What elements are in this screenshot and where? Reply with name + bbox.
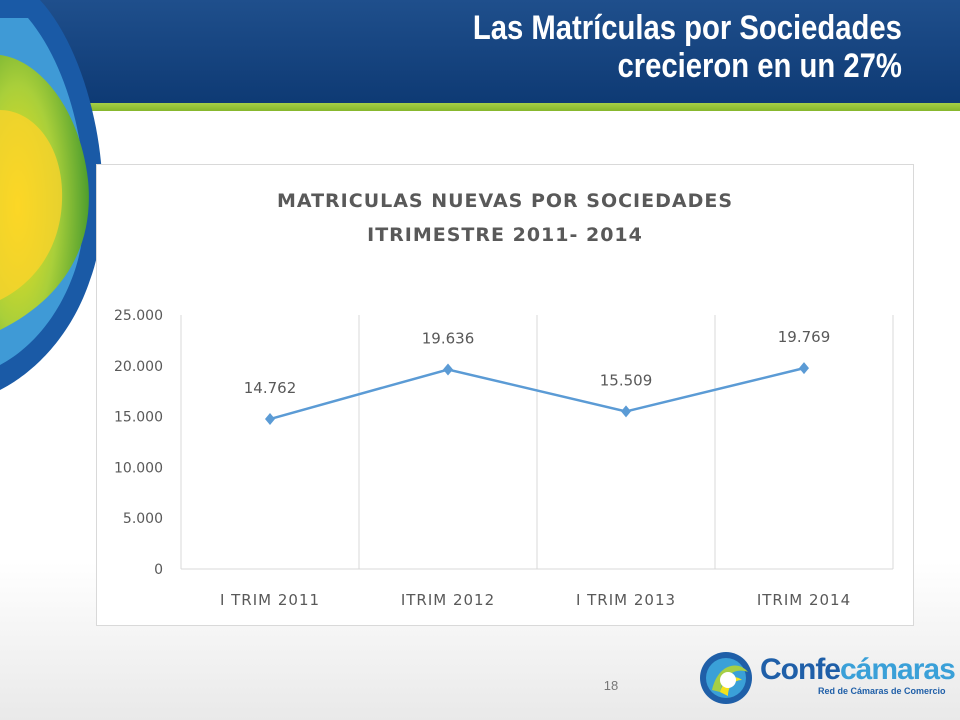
data-point-marker — [265, 413, 275, 426]
decorative-swoosh-icon — [0, 0, 103, 390]
slide-title: Las Matrículas por Sociedades crecieron … — [473, 9, 902, 85]
data-point-marker — [799, 362, 809, 375]
y-tick-label: 5.000 — [123, 511, 163, 527]
y-tick-label: 25.000 — [114, 308, 163, 324]
confecamaras-logo: Confecámaras Red de Cámaras de Comercio — [698, 648, 956, 708]
chart-gridlines — [180, 315, 894, 569]
logo-wordmark-part-1: Confe — [760, 653, 841, 686]
slide-title-line-2: crecieron en un 27% — [617, 47, 902, 85]
chart-title: MATRICULAS NUEVAS POR SOCIEDADES — [277, 190, 733, 212]
header-green-stripe — [0, 103, 960, 111]
data-label: 19.769 — [778, 328, 831, 346]
y-tick-label: 0 — [154, 562, 163, 578]
y-tick-label: 15.000 — [114, 410, 163, 426]
data-label: 19.636 — [422, 329, 475, 347]
chart-axes: 0 5.000 10.000 15.000 20.000 25.000 I TRIM 201… — [114, 308, 893, 609]
logo-wordmark-part-2: cámaras — [840, 653, 956, 686]
logo-mark-icon — [700, 652, 752, 704]
logo-wordmark: Confecámaras — [760, 653, 956, 686]
logo-subtitle: Red de Cámaras de Comercio — [818, 686, 946, 696]
header-bar — [0, 0, 960, 103]
x-category-label: I TRIM 2011 — [220, 591, 320, 609]
series-line — [269, 366, 805, 421]
page-number: 18 — [603, 678, 619, 693]
x-category-label: ITRIM 2012 — [401, 591, 495, 609]
chart-series: 14.762 19.636 15.509 19.769 — [244, 328, 831, 426]
x-category-label: I TRIM 2013 — [576, 591, 676, 609]
data-point-marker — [621, 405, 631, 418]
chart-subtitle: ITRIMESTRE 2011- 2014 — [367, 224, 643, 246]
y-tick-label: 10.000 — [114, 460, 163, 476]
data-point-marker — [443, 363, 453, 376]
x-category-label: ITRIM 2014 — [757, 591, 851, 609]
slide-title-line-1: Las Matrículas por Sociedades — [472, 9, 902, 47]
chart-container: MATRICULAS NUEVAS POR SOCIEDADES ITRIMES… — [96, 164, 914, 626]
y-tick-label: 20.000 — [114, 359, 163, 375]
line-chart: MATRICULAS NUEVAS POR SOCIEDADES ITRIMES… — [114, 190, 894, 609]
data-label: 15.509 — [600, 371, 653, 389]
data-label: 14.762 — [244, 379, 297, 397]
